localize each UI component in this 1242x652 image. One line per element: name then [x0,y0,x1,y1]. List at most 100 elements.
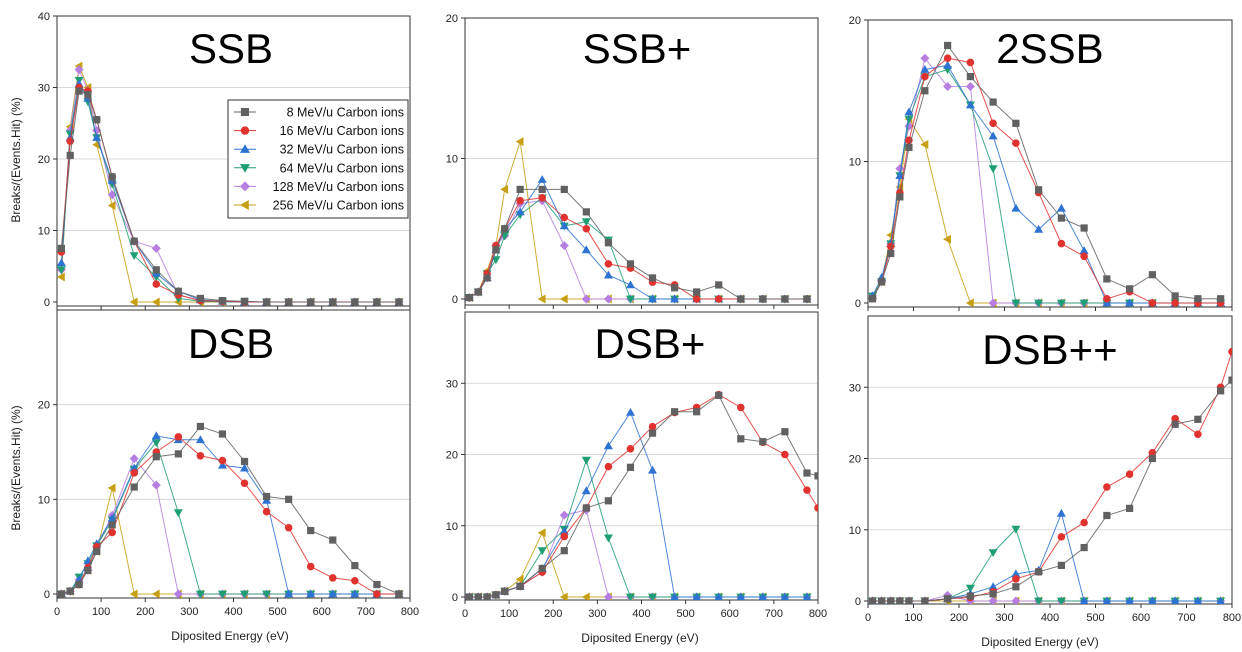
data-point [130,483,138,491]
data-point [1056,508,1066,517]
data-point [107,513,117,522]
data-point [670,294,680,303]
legend-marker [240,126,250,135]
legend-label: 16 MeV/u Carbon ions [280,124,404,138]
data-point [515,207,525,216]
data-point [84,566,92,574]
x-tick-label: 600 [721,608,739,620]
data-point [173,509,183,518]
data-point [670,284,679,292]
data-point [1034,299,1044,307]
data-point [581,245,591,254]
x-tick-label: 0 [865,612,871,624]
data-point [759,438,767,446]
y-tick-label: 10 [38,226,50,238]
data-point [966,58,975,67]
data-point [218,460,227,469]
legend-marker [240,200,249,210]
y-tick-label: 20 [446,13,458,25]
data-point [895,164,905,174]
data-point [1011,203,1021,212]
x-tick-label: 100 [500,608,518,620]
data-point [715,391,723,399]
data-point [501,587,509,595]
x-axis-title-middle: Diposited Energy (eV) [581,631,698,645]
data-point [1194,295,1202,303]
data-point [351,562,359,570]
data-point [483,593,491,600]
data-point [284,523,293,532]
data-point [878,597,886,604]
x-tick-label: 500 [676,608,694,620]
y-tick-label: 0 [44,297,50,309]
data-point [57,258,66,267]
y-tick-label: 40 [38,11,50,23]
series-line [469,394,818,598]
data-point [559,241,569,251]
data-point [626,408,635,416]
data-point [262,298,271,306]
series-line [61,425,400,595]
data-point [66,587,74,595]
data-point [1171,299,1179,307]
data-point [693,408,701,416]
data-point [151,431,161,440]
data-point [626,463,635,471]
data-point [781,450,789,459]
data-point [173,589,183,598]
data-point [1228,376,1232,384]
x-tick-label: 200 [950,612,968,624]
data-point [516,582,524,590]
data-point [1125,298,1135,307]
panel-title: SSB+ [583,25,692,72]
data-point [307,526,315,535]
data-point [1056,597,1066,604]
x-tick-label: 700 [765,608,783,620]
data-point [802,592,812,600]
data-point [195,590,205,598]
data-point [887,597,895,604]
data-point [1171,420,1179,428]
series-line [872,511,1221,602]
data-point [559,294,568,304]
series-group [57,61,404,306]
data-point [129,454,139,464]
data-point [129,589,138,598]
data-point [1011,525,1021,534]
data-point [240,479,249,488]
data-point [1035,568,1043,576]
data-point [1126,504,1134,512]
data-point [1228,347,1232,356]
x-tick-label: 200 [544,608,562,620]
data-point [904,115,914,124]
data-point [693,288,701,296]
data-point [781,295,789,303]
data-point [483,274,491,282]
data-point [692,295,701,303]
legend-label: 8 MeV/u Carbon ions [287,106,404,120]
data-point [648,429,657,437]
data-point [868,295,877,303]
data-point [943,82,953,91]
data-point [130,237,138,245]
data-point [803,486,811,494]
data-point [1012,139,1020,147]
series-line [469,394,818,598]
data-point [307,298,315,306]
data-point [780,592,790,600]
data-point [240,590,249,598]
data-point [886,242,895,251]
data-point [626,593,635,600]
data-point [1170,596,1180,604]
data-point [492,591,500,599]
data-point [284,589,294,598]
data-point [1057,214,1065,222]
data-point [1057,561,1065,569]
data-point [603,294,613,304]
data-point [920,53,930,63]
data-point [1148,454,1156,463]
data-point [582,224,591,233]
data-point [262,507,271,516]
data-point [57,590,66,598]
data-point [626,445,635,453]
